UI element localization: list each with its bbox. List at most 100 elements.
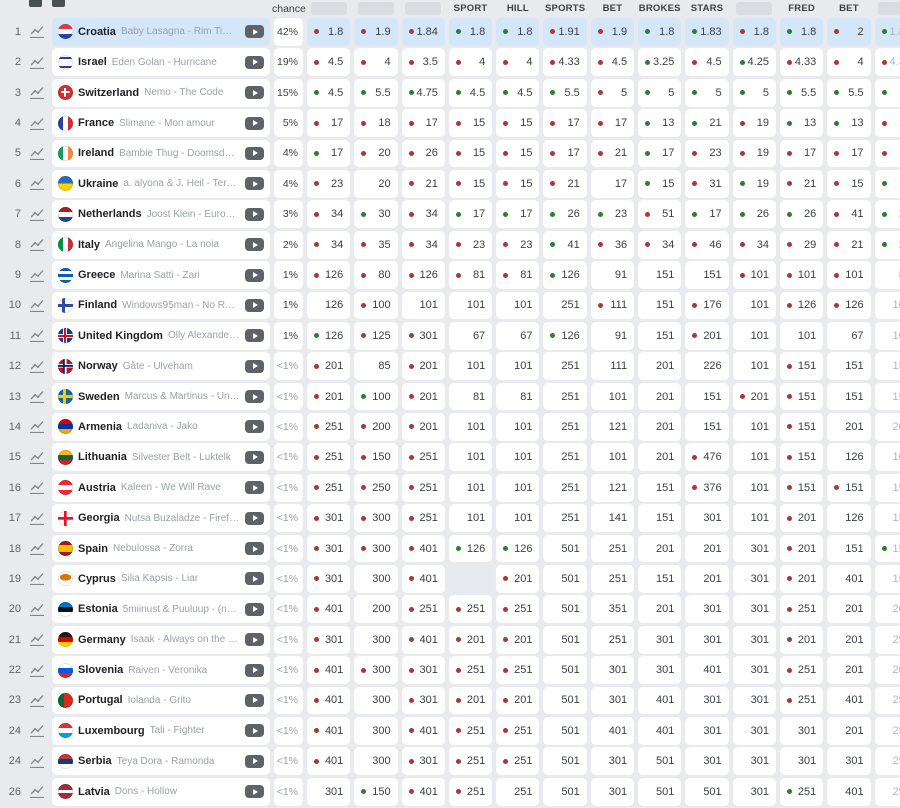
odds-cell[interactable]: 251 xyxy=(448,777,493,806)
odds-cell[interactable]: 201 xyxy=(685,534,729,563)
odds-history-chart-button[interactable] xyxy=(24,413,50,441)
odds-cell[interactable]: 4.25 xyxy=(732,48,776,77)
odds-cell[interactable]: 401 xyxy=(401,565,445,593)
odds-cell[interactable]: 15 xyxy=(638,169,682,198)
odds-cell[interactable]: 4.75 xyxy=(401,78,445,107)
odds-cell[interactable]: 1.83 xyxy=(685,18,729,46)
odds-cell[interactable]: 30 xyxy=(354,200,398,229)
odds-cell[interactable]: 251 xyxy=(401,595,445,624)
column-header-sport-3[interactable]: SPORT xyxy=(447,3,494,14)
odds-cell[interactable]: 201 xyxy=(638,413,682,441)
odds-cell[interactable]: 1.84 xyxy=(401,18,445,46)
odds-cell[interactable]: 126 xyxy=(827,443,871,472)
play-video-button[interactable] xyxy=(245,268,264,282)
odds-history-chart-button[interactable] xyxy=(24,626,50,654)
odds-cell[interactable]: 26 xyxy=(779,200,824,229)
odds-cell[interactable]: 301 xyxy=(638,625,682,654)
odds-cell[interactable]: 4.5 xyxy=(448,78,493,107)
entry-card[interactable]: Cyprus Silia Kapsis - Liar xyxy=(52,565,270,593)
odds-cell[interactable]: 101 xyxy=(496,413,540,441)
odds-cell[interactable]: 401 xyxy=(401,625,445,654)
entry-card[interactable]: Serbia Teya Dora - Ramonda xyxy=(52,747,270,776)
odds-cell[interactable]: 1.9 xyxy=(354,18,398,46)
odds-cell[interactable]: 401 xyxy=(827,565,871,593)
odds-cell[interactable]: 101 xyxy=(732,504,776,533)
odds-cell[interactable]: 17 xyxy=(496,200,540,229)
entry-card[interactable]: Finland Windows95man - No Rules! xyxy=(52,291,270,320)
odds-cell[interactable]: 151 xyxy=(874,565,900,593)
odds-cell[interactable]: 4.5 xyxy=(590,48,635,77)
odds-cell[interactable]: 101 xyxy=(827,261,871,289)
odds-cell[interactable]: 251 xyxy=(496,595,540,624)
play-video-button[interactable] xyxy=(245,785,264,799)
odds-cell[interactable]: 17 xyxy=(543,139,587,168)
odds-history-chart-button[interactable] xyxy=(24,18,50,46)
odds-cell[interactable]: 101 xyxy=(732,443,776,472)
odds-cell[interactable]: 111 xyxy=(590,291,635,320)
odds-cell[interactable]: 151 xyxy=(779,382,824,411)
odds-cell[interactable]: 300 xyxy=(354,625,398,654)
odds-cell[interactable]: 401 xyxy=(307,656,351,684)
odds-history-chart-button[interactable] xyxy=(24,261,50,289)
odds-cell[interactable]: 91 xyxy=(590,261,635,289)
odds-cell[interactable]: 126 xyxy=(543,261,587,289)
entry-card[interactable]: Portugal Iolanda - Grito xyxy=(52,686,270,715)
entry-card[interactable]: Luxembourg Tali - Fighter xyxy=(52,716,270,745)
odds-cell[interactable]: 201 xyxy=(874,413,900,441)
odds-cell[interactable]: 21 xyxy=(779,169,824,198)
odds-cell[interactable]: 101 xyxy=(779,261,824,289)
odds-cell[interactable]: 201 xyxy=(779,504,824,533)
odds-cell[interactable]: 251 xyxy=(543,413,587,441)
odds-cell[interactable]: 201 xyxy=(401,352,445,381)
odds-cell[interactable]: 201 xyxy=(827,656,871,684)
odds-cell[interactable]: 251 xyxy=(590,565,635,593)
odds-history-chart-button[interactable] xyxy=(24,687,50,715)
odds-cell[interactable]: 101 xyxy=(496,352,540,381)
entry-card[interactable]: United Kingdom Olly Alexander - Dizzy xyxy=(52,321,270,350)
odds-cell[interactable]: 401 xyxy=(401,716,445,745)
odds-cell[interactable]: 101 xyxy=(874,321,900,350)
odds-cell[interactable]: 501 xyxy=(543,565,587,593)
entry-card[interactable]: Ukraine a. alyona & J. Heil - Teresa & M… xyxy=(52,169,270,198)
odds-cell[interactable]: 151 xyxy=(638,261,682,289)
odds-cell[interactable]: 5.5 xyxy=(779,78,824,107)
odds-cell[interactable]: 34 xyxy=(401,200,445,229)
odds-cell[interactable]: 251 xyxy=(307,443,351,472)
play-video-button[interactable] xyxy=(245,359,264,373)
odds-cell[interactable]: 251 xyxy=(874,686,900,715)
odds-cell[interactable]: 15 xyxy=(448,169,493,198)
odds-cell[interactable]: 20 xyxy=(354,169,398,198)
odds-cell[interactable]: 201 xyxy=(307,352,351,381)
odds-cell[interactable]: 401 xyxy=(307,595,351,624)
odds-cell[interactable]: 251 xyxy=(543,291,587,320)
odds-cell[interactable]: 401 xyxy=(307,747,351,776)
odds-cell[interactable]: 5 xyxy=(732,78,776,107)
entry-card[interactable]: Austria Kaleen - We Will Rave xyxy=(52,473,270,502)
odds-cell[interactable]: 111 xyxy=(590,352,635,381)
odds-cell[interactable]: 301 xyxy=(732,777,776,806)
odds-cell[interactable]: 126 xyxy=(543,321,587,350)
odds-cell[interactable]: 34 xyxy=(307,200,351,229)
odds-cell[interactable]: 301 xyxy=(685,625,729,654)
odds-cell[interactable]: 251 xyxy=(307,473,351,502)
odds-cell[interactable]: 151 xyxy=(638,321,682,350)
odds-cell[interactable]: 301 xyxy=(685,686,729,715)
odds-cell[interactable]: 101 xyxy=(401,291,445,320)
odds-cell[interactable]: 301 xyxy=(307,777,351,806)
odds-cell[interactable]: 351 xyxy=(590,595,635,624)
odds-cell[interactable]: 23 xyxy=(448,230,493,259)
play-video-button[interactable] xyxy=(245,450,264,464)
odds-cell[interactable]: 301 xyxy=(732,716,776,745)
odds-cell[interactable]: 251 xyxy=(448,747,493,776)
odds-cell[interactable]: 3.5 xyxy=(401,48,445,77)
odds-cell[interactable]: 301 xyxy=(732,686,776,715)
odds-cell[interactable]: 1.8 xyxy=(638,18,682,46)
play-video-button[interactable] xyxy=(245,633,264,647)
odds-cell[interactable]: 201 xyxy=(401,413,445,441)
odds-cell[interactable]: 251 xyxy=(448,656,493,684)
odds-cell[interactable]: 101 xyxy=(779,321,824,350)
odds-cell[interactable]: 301 xyxy=(779,716,824,745)
odds-cell[interactable]: 141 xyxy=(590,504,635,533)
odds-cell[interactable]: 301 xyxy=(638,656,682,684)
odds-history-chart-button[interactable] xyxy=(24,504,50,532)
